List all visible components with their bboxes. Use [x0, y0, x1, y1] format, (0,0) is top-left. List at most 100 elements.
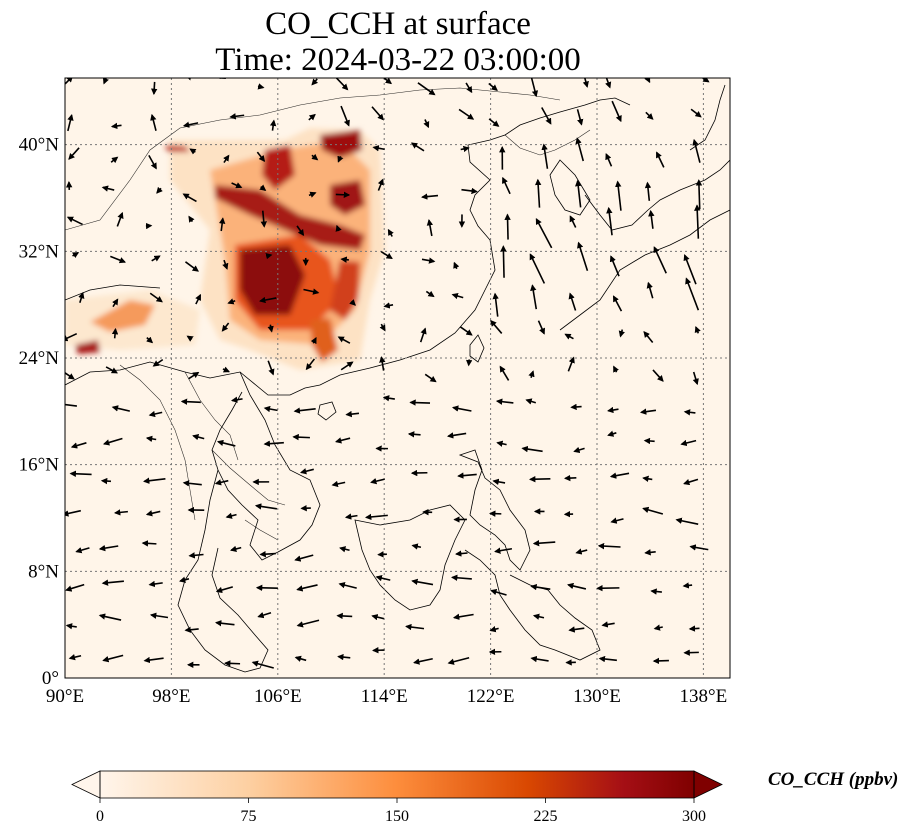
- wind-arrow: [267, 360, 275, 376]
- wind-arrow: [529, 253, 546, 284]
- wind-arrow: [303, 288, 320, 295]
- wind-arrow: [78, 291, 85, 303]
- wind-arrow: [151, 81, 158, 96]
- wind-arrow: [688, 625, 700, 632]
- wind-arrow: [340, 105, 350, 127]
- wind-arrow: [605, 153, 613, 167]
- wind-arrow: [605, 78, 612, 89]
- wind-arrow: [68, 654, 82, 661]
- wind-arrow: [67, 114, 74, 132]
- lon-tick-label: 98°E: [152, 686, 190, 707]
- wind-arrow: [141, 540, 157, 547]
- wind-arrow: [223, 660, 241, 667]
- lon-tick-label: 130°E: [573, 686, 621, 707]
- wind-arrow: [337, 155, 344, 163]
- wind-arrow: [75, 547, 90, 554]
- wind-arrow: [382, 395, 395, 402]
- wind-arrow: [642, 475, 653, 483]
- wind-arrow: [613, 365, 619, 373]
- wind-arrow: [70, 442, 87, 449]
- wind-arrow: [251, 660, 274, 669]
- wind-arrow: [447, 657, 470, 665]
- colorbar-max-extend: [693, 770, 723, 799]
- wind-arrow: [488, 118, 500, 127]
- wind-arrow: [377, 178, 384, 191]
- wind-arrow: [257, 83, 265, 90]
- wind-arrow: [568, 292, 577, 311]
- wind-arrow: [65, 583, 85, 592]
- wind-vectors: [65, 78, 710, 669]
- colorbar: 0 75 150 225 300: [71, 770, 723, 825]
- wind-arrow: [296, 225, 305, 237]
- wind-arrow: [188, 371, 200, 380]
- wind-arrow: [382, 78, 392, 85]
- wind-arrow: [259, 550, 276, 558]
- wind-arrow: [490, 588, 507, 596]
- wind-arrow: [446, 432, 467, 439]
- wind-arrow: [65, 332, 78, 342]
- wind-arrow: [537, 320, 545, 335]
- wind-arrow: [192, 434, 205, 441]
- wind-arrow: [112, 298, 119, 308]
- wind-arrow: [465, 82, 473, 94]
- wind-arrow: [102, 654, 124, 663]
- wind-arrow: [214, 479, 229, 486]
- wind-arrow: [182, 193, 197, 203]
- colorbar-tick-label: 300: [682, 808, 706, 825]
- wind-arrow: [453, 261, 460, 270]
- wind-arrow: [534, 178, 542, 208]
- wind-arrow: [111, 405, 130, 412]
- wind-arrow: [370, 478, 385, 485]
- wind-arrow: [145, 510, 161, 517]
- wind-arrow: [642, 506, 664, 515]
- wind-arrow: [615, 180, 622, 211]
- wind-arrow: [65, 403, 78, 407]
- wind-arrow: [575, 137, 585, 162]
- wind-arrow: [683, 409, 696, 416]
- wind-arrow: [465, 359, 473, 367]
- colorbar-tick-label: 0: [96, 808, 104, 825]
- wind-arrow: [685, 277, 700, 311]
- wind-arrow: [564, 333, 574, 340]
- wind-arrow: [492, 478, 506, 486]
- wind-arrow: [606, 206, 613, 236]
- wind-arrow: [607, 406, 619, 414]
- lat-tick-label: 24°N: [19, 348, 60, 369]
- wind-arrow: [113, 509, 128, 516]
- wind-arrow: [568, 626, 585, 633]
- wind-arrow: [335, 191, 351, 198]
- wind-arrow: [182, 480, 202, 487]
- wind-arrow: [577, 241, 589, 272]
- wind-arrow: [563, 474, 577, 482]
- wind-arrow: [680, 439, 697, 447]
- wind-arrow: [292, 433, 310, 441]
- wind-arrow: [455, 550, 468, 557]
- wind-arrow: [387, 228, 394, 237]
- wind-arrow: [372, 145, 385, 152]
- wind-arrow: [260, 210, 267, 228]
- wind-arrow: [102, 437, 123, 446]
- lat-tick-label: 16°N: [19, 455, 60, 476]
- wind-arrow: [65, 623, 77, 630]
- wind-arrow: [310, 336, 317, 345]
- wind-arrow: [222, 259, 229, 270]
- wind-arrow: [143, 656, 164, 664]
- wind-arrow: [410, 142, 425, 152]
- wind-arrow: [650, 588, 662, 595]
- wind-arrow: [575, 179, 582, 208]
- wind-arrow: [535, 217, 553, 249]
- wind-arrow: [570, 403, 582, 411]
- wind-arrow: [405, 623, 425, 631]
- wind-arrow: [500, 245, 507, 278]
- wind-arrow: [65, 509, 81, 517]
- country-borders: [65, 87, 591, 541]
- wind-arrow: [335, 78, 349, 91]
- wind-arrow: [461, 187, 478, 195]
- wind-arrow: [644, 78, 651, 84]
- lat-tick-label: 40°N: [19, 135, 60, 156]
- lon-tick-label: 122°E: [467, 686, 515, 707]
- wind-arrow: [426, 219, 434, 237]
- wind-arrow: [380, 250, 393, 259]
- wind-arrow: [612, 295, 623, 312]
- wind-arrow: [371, 106, 384, 121]
